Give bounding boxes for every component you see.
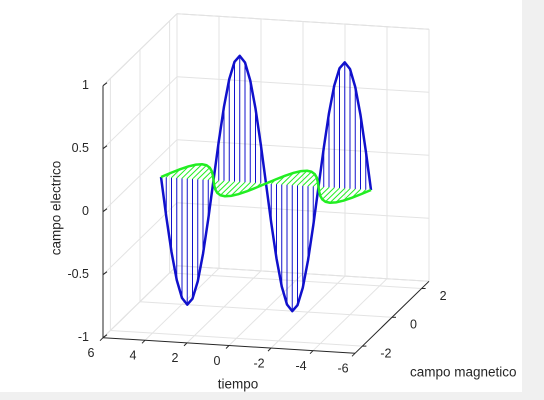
x-tick-label: -6 <box>337 362 348 376</box>
z-tick-label: 0 <box>82 204 89 218</box>
stem <box>192 164 207 180</box>
x-axis-label: tiempo <box>218 377 259 392</box>
y-axis-label: campo magnetico <box>410 365 517 380</box>
z-tick-label: -0.5 <box>67 267 89 281</box>
z-tick <box>102 334 108 339</box>
grid-line <box>176 13 430 30</box>
z-tick-label: 1 <box>82 78 89 92</box>
grid-line <box>102 13 178 87</box>
x-tick-label: 2 <box>172 351 179 365</box>
stem <box>224 181 241 197</box>
z-axis-label: campo electrico <box>49 161 64 256</box>
x-tick <box>183 342 188 347</box>
stem <box>197 167 211 180</box>
x-tick-label: 6 <box>88 346 95 360</box>
curve <box>160 162 372 205</box>
grid-line <box>176 76 430 93</box>
grid-line <box>102 76 178 150</box>
axis-lines: -6 -4 -2 0 2 4 6 -2 0 2 -1 -0.5 0 0.5 1 <box>67 78 446 376</box>
x-tick <box>351 352 356 357</box>
x-tick <box>267 347 272 352</box>
x-axis-line <box>102 337 356 354</box>
stem <box>307 177 318 187</box>
x-tick-label: 4 <box>130 349 137 363</box>
x-tick-label: -4 <box>295 359 306 373</box>
stem <box>186 163 203 179</box>
z-tick <box>102 208 108 213</box>
stem <box>202 170 213 180</box>
stem <box>220 181 235 196</box>
grid-line <box>110 330 363 347</box>
stem <box>329 188 346 204</box>
stem <box>335 188 351 203</box>
grid-line <box>102 139 178 213</box>
z-tick-label: -1 <box>78 330 89 344</box>
grid-line <box>139 301 393 318</box>
y-tick-label: 2 <box>440 289 447 303</box>
stem <box>286 170 302 186</box>
stem <box>325 187 340 203</box>
grid-line <box>102 265 178 339</box>
stem <box>319 187 330 197</box>
z-tick <box>102 145 108 150</box>
stem <box>181 164 197 179</box>
stem <box>230 181 246 197</box>
x-tick-label: 0 <box>214 354 221 368</box>
z-tick <box>102 82 108 87</box>
y-axis-line <box>354 280 430 354</box>
x-tick-label: -2 <box>253 356 264 370</box>
z-tick <box>102 271 108 276</box>
x-tick <box>309 350 314 355</box>
stem <box>216 180 230 194</box>
grid-line <box>102 202 178 276</box>
plot-area <box>159 54 373 313</box>
z-tick-label: 0.5 <box>72 141 89 155</box>
x-tick <box>225 345 230 349</box>
stem <box>302 173 316 187</box>
stem <box>291 170 308 186</box>
y-tick-label: -2 <box>380 346 391 360</box>
stem <box>214 180 225 190</box>
grid-line <box>169 272 422 289</box>
x-tick <box>141 339 146 344</box>
stem <box>321 187 335 200</box>
axes: -6 -4 -2 0 2 4 6 -2 0 2 -1 -0.5 0 0.5 1 tiempo campo m… <box>0 0 522 392</box>
y-tick-label: 0 <box>410 318 417 332</box>
x-tick <box>99 337 104 342</box>
stem <box>297 171 312 186</box>
